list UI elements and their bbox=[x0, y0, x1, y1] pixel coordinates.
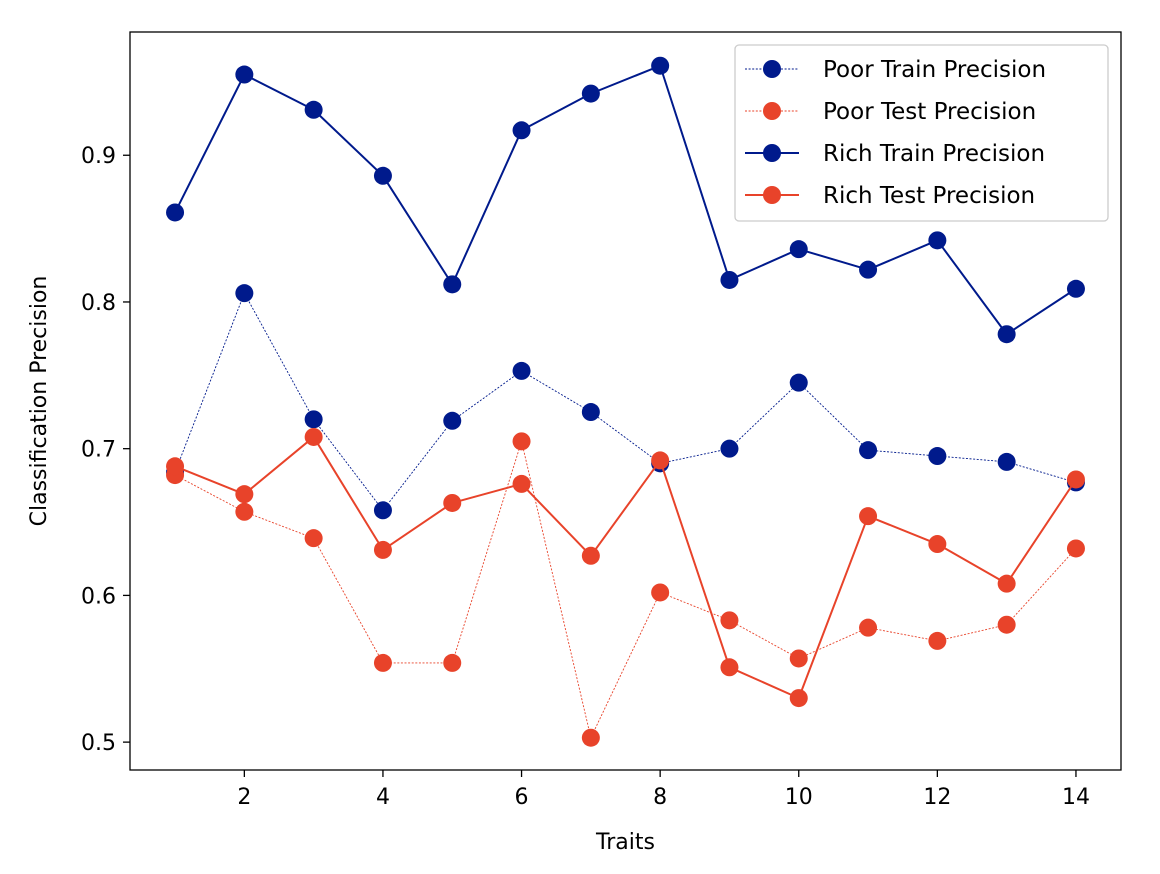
data-point bbox=[859, 441, 878, 460]
data-point bbox=[928, 631, 947, 650]
data-point bbox=[581, 546, 600, 565]
legend-marker bbox=[763, 102, 781, 120]
legend-marker bbox=[763, 144, 781, 162]
data-point bbox=[512, 432, 531, 451]
data-point bbox=[859, 507, 878, 526]
data-point bbox=[789, 689, 808, 708]
data-point bbox=[720, 270, 739, 289]
y-tick-label: 0.5 bbox=[81, 731, 116, 756]
x-tick-label: 4 bbox=[376, 785, 390, 810]
x-tick-label: 10 bbox=[785, 785, 813, 810]
legend-item-rich-train-precision: Rich Train Precision bbox=[745, 141, 1045, 167]
data-point bbox=[720, 658, 739, 677]
series-rich-train-precision bbox=[166, 56, 1085, 344]
data-point bbox=[997, 615, 1016, 634]
data-point bbox=[373, 501, 392, 520]
legend-box bbox=[734, 44, 1109, 222]
data-point bbox=[651, 583, 670, 602]
x-tick-label: 14 bbox=[1062, 785, 1090, 810]
data-point bbox=[928, 231, 947, 250]
data-point bbox=[651, 451, 670, 470]
y-tick-label: 0.7 bbox=[81, 438, 116, 463]
data-point bbox=[373, 540, 392, 559]
x-tick-label: 2 bbox=[237, 785, 251, 810]
plot-area-frame bbox=[129, 31, 1122, 771]
data-point bbox=[373, 166, 392, 185]
data-point bbox=[304, 427, 323, 446]
data-point bbox=[720, 611, 739, 630]
y-axis-ticks: 0.5 0.6 0.7 0.8 0.9 bbox=[81, 144, 130, 756]
data-point bbox=[859, 618, 878, 637]
series-line bbox=[174, 64, 1077, 336]
data-point bbox=[1066, 279, 1085, 298]
legend-marker bbox=[763, 186, 781, 204]
data-point bbox=[235, 284, 254, 303]
data-point bbox=[304, 529, 323, 548]
series-line bbox=[174, 435, 1077, 700]
legend: Poor Train Precision Poor Test Precision R… bbox=[734, 44, 1109, 222]
legend-item-poor-test-precision: Poor Test Precision bbox=[745, 99, 1036, 125]
legend-label: Poor Train Precision bbox=[823, 57, 1046, 83]
legend-item-poor-train-precision: Poor Train Precision bbox=[745, 57, 1046, 83]
data-point bbox=[304, 100, 323, 119]
x-tick-label: 6 bbox=[515, 785, 529, 810]
data-point bbox=[1066, 539, 1085, 558]
data-point bbox=[235, 485, 254, 504]
series-rich-test-precision bbox=[166, 427, 1085, 708]
data-point bbox=[997, 452, 1016, 471]
y-axis-label: Classification Precision bbox=[27, 276, 52, 527]
data-point bbox=[1066, 470, 1085, 489]
data-point bbox=[789, 373, 808, 392]
data-point bbox=[443, 275, 462, 294]
series-layer bbox=[166, 56, 1085, 747]
legend-label: Rich Train Precision bbox=[823, 141, 1045, 167]
data-point bbox=[304, 410, 323, 429]
data-point bbox=[443, 493, 462, 512]
data-point bbox=[166, 203, 185, 222]
data-point bbox=[512, 361, 531, 380]
data-point bbox=[581, 403, 600, 422]
y-tick-label: 0.9 bbox=[81, 144, 116, 169]
y-tick-label: 0.8 bbox=[81, 291, 116, 316]
data-point bbox=[443, 653, 462, 672]
series-poor-train-precision bbox=[166, 284, 1085, 520]
legend-marker bbox=[763, 60, 781, 78]
data-point bbox=[997, 325, 1016, 344]
x-tick-label: 12 bbox=[923, 785, 951, 810]
legend-label: Poor Test Precision bbox=[823, 99, 1036, 125]
data-point bbox=[235, 65, 254, 84]
data-point bbox=[651, 56, 670, 75]
data-point bbox=[789, 649, 808, 668]
data-point bbox=[512, 121, 531, 140]
data-point bbox=[928, 447, 947, 466]
data-point bbox=[997, 574, 1016, 593]
series-line bbox=[174, 292, 1077, 511]
series-line bbox=[174, 440, 1077, 739]
series-poor-test-precision bbox=[166, 432, 1085, 747]
data-point bbox=[581, 84, 600, 103]
data-point bbox=[859, 260, 878, 279]
x-axis-ticks: 2 4 6 8 10 12 14 bbox=[237, 770, 1090, 810]
data-point bbox=[443, 411, 462, 430]
data-point bbox=[581, 728, 600, 747]
x-tick-label: 8 bbox=[653, 785, 667, 810]
data-point bbox=[512, 474, 531, 493]
data-point bbox=[373, 653, 392, 672]
legend-item-rich-test-precision: Rich Test Precision bbox=[745, 183, 1035, 209]
data-point bbox=[928, 535, 947, 554]
x-axis-label: Traits bbox=[595, 830, 655, 855]
data-point bbox=[720, 439, 739, 458]
data-point bbox=[235, 502, 254, 521]
data-point bbox=[166, 457, 185, 476]
y-tick-label: 0.6 bbox=[81, 584, 116, 609]
legend-label: Rich Test Precision bbox=[823, 183, 1035, 209]
data-point bbox=[789, 240, 808, 259]
